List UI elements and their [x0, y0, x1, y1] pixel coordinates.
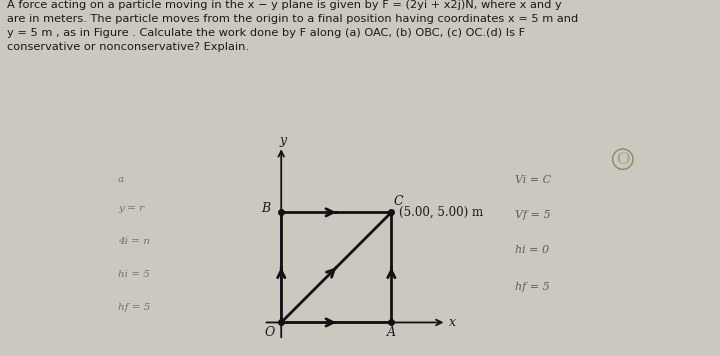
Text: B: B: [261, 202, 270, 215]
Text: a: a: [118, 175, 125, 184]
Text: hi = 0: hi = 0: [515, 245, 549, 255]
Text: Vf = 5: Vf = 5: [515, 210, 550, 220]
Text: O: O: [264, 326, 274, 339]
Text: (5.00, 5.00) m: (5.00, 5.00) m: [399, 206, 483, 219]
Text: y: y: [280, 134, 287, 147]
Text: O: O: [616, 151, 629, 168]
Text: hf = 5: hf = 5: [515, 282, 549, 292]
Text: x: x: [449, 316, 456, 329]
Text: y = r: y = r: [118, 204, 144, 213]
Text: 4i = n: 4i = n: [118, 237, 150, 246]
Text: C: C: [394, 195, 403, 208]
Text: A: A: [387, 326, 396, 339]
Text: Vi = C: Vi = C: [515, 174, 551, 184]
Text: hf = 5: hf = 5: [118, 303, 150, 312]
Text: hi = 5: hi = 5: [118, 270, 150, 279]
Text: A force acting on a particle moving in the x − y plane is given by F = (2yi + x2: A force acting on a particle moving in t…: [7, 0, 578, 52]
